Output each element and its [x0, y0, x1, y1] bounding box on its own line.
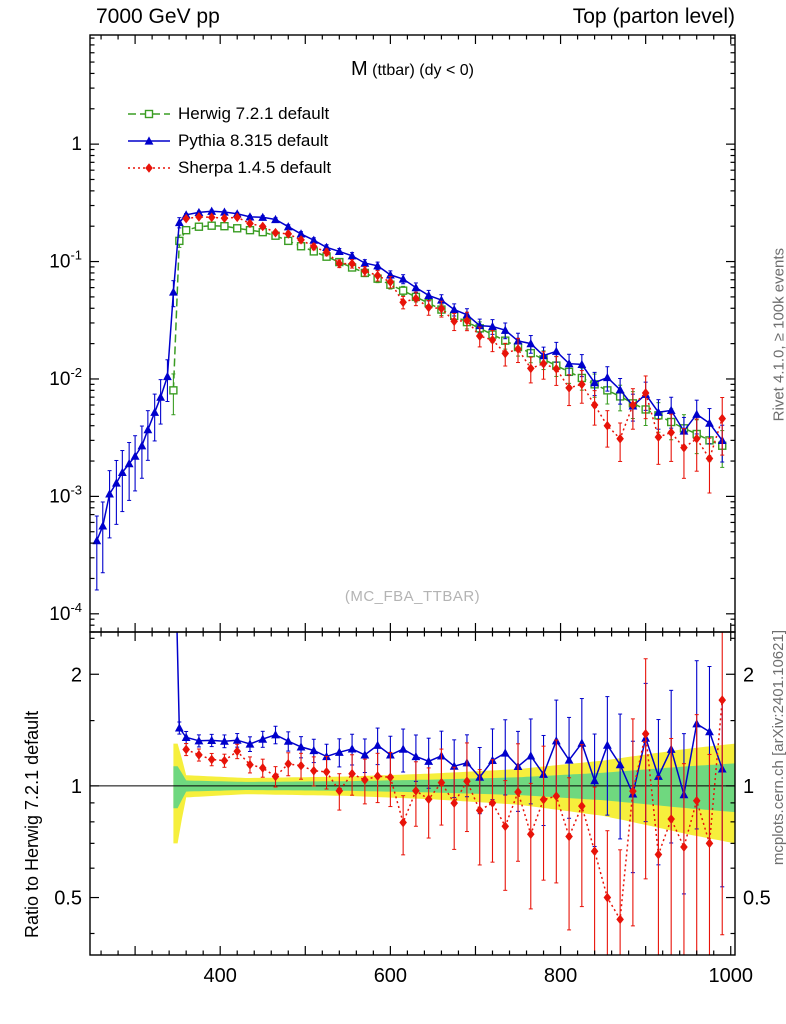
- svg-text:10-2: 10-2: [49, 365, 82, 390]
- svg-text:2: 2: [71, 664, 82, 686]
- plot-title: M (ttbar) (dy < 0): [90, 58, 735, 81]
- mcplots-citation-note: mcplots.cern.ch [arXiv:2401.10621]: [770, 630, 786, 866]
- analysis-watermark: (MC_FBA_TTBAR): [344, 588, 481, 605]
- ratio-axis-label: Ratio to Herwig 7.2.1 default: [22, 710, 42, 938]
- legend-label: Sherpa 1.4.5 default: [178, 157, 332, 177]
- herwig-marker-icon: [126, 105, 172, 123]
- legend-item-pythia: Pythia 8.315 default: [126, 127, 331, 154]
- pythia-marker-icon: [126, 132, 172, 150]
- svg-text:800: 800: [544, 965, 577, 987]
- legend: Herwig 7.2.1 default Pythia 8.315 defaul…: [126, 100, 331, 181]
- svg-text:2: 2: [743, 664, 754, 686]
- rivet-version-note: Rivet 4.1.0, ≥ 100k events: [770, 248, 786, 422]
- svg-text:10-4: 10-4: [49, 600, 82, 625]
- legend-label: Pythia 8.315 default: [178, 130, 329, 150]
- legend-label: Herwig 7.2.1 default: [178, 103, 330, 123]
- svg-text:10-1: 10-1: [49, 248, 82, 273]
- svg-text:0.5: 0.5: [54, 888, 82, 910]
- analysis-group-label: Top (parton level): [572, 5, 735, 28]
- observable-qualifier: (ttbar) (dy < 0): [372, 62, 474, 79]
- svg-text:1: 1: [71, 776, 82, 798]
- svg-text:1000: 1000: [708, 965, 753, 987]
- svg-text:1: 1: [71, 134, 82, 155]
- svg-text:600: 600: [374, 965, 407, 987]
- svg-text:400: 400: [204, 965, 237, 987]
- svg-text:0.5: 0.5: [743, 888, 771, 910]
- observable-symbol: M: [351, 58, 368, 80]
- beam-energy-label: 7000 GeV pp: [96, 5, 220, 28]
- sherpa-marker-icon: [126, 159, 172, 177]
- legend-item-herwig: Herwig 7.2.1 default: [126, 100, 331, 127]
- svg-text:1: 1: [743, 776, 754, 798]
- legend-item-sherpa: Sherpa 1.4.5 default: [126, 154, 331, 181]
- svg-text:10-3: 10-3: [49, 482, 82, 507]
